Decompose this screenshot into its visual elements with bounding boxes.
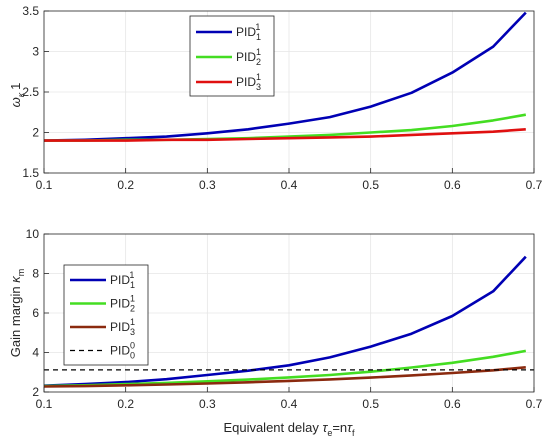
x-tick-label: 0.6 <box>444 397 461 411</box>
y-tick-label: 6 <box>32 306 39 320</box>
x-tick-label: 0.7 <box>526 178 543 192</box>
bottom-y-ticks: 2 4 6 8 10 <box>26 227 49 399</box>
bottom-y-axis-label: Gain margin κm <box>8 269 26 357</box>
x-tick-label: 0.4 <box>281 397 298 411</box>
x-axis-label: Equivalent delay τe=nτf <box>223 420 355 438</box>
top-legend: PID11 PID21 PID31 <box>189 15 275 97</box>
series-line-pid-3-1 <box>44 128 526 142</box>
top-chart: 0.1 0.2 0.3 0.4 0.5 0.6 0.7 1.5 2 2.5 3 3.5 ωκ1 PI… <box>8 4 543 192</box>
x-tick-label: 0.6 <box>444 178 461 192</box>
top-y-axis-label: ωκ1 <box>8 83 26 108</box>
top-x-ticks: 0.1 0.2 0.3 0.4 0.5 0.6 0.7 <box>36 168 543 192</box>
series-line-pid-1-1 <box>43 255 527 387</box>
y-tick-label: 10 <box>26 227 40 241</box>
series-line-pid-3-1 <box>43 366 526 388</box>
legend-label: PID21 <box>236 47 261 67</box>
legend-label: PID21 <box>110 294 135 314</box>
top-y-ticks: 1.5 2 2.5 3 3.5 <box>22 4 49 180</box>
x-tick-label: 0.2 <box>117 397 134 411</box>
y-tick-label: 8 <box>32 267 39 281</box>
y-tick-label: 2 <box>32 126 39 140</box>
y-tick-label: 4 <box>32 346 39 360</box>
legend-label: PID00 <box>110 341 135 361</box>
y-tick-label: 3.5 <box>22 4 39 18</box>
series-line-pid-1-1 <box>43 11 527 142</box>
x-tick-label: 0.1 <box>36 397 53 411</box>
y-tick-label: 2.5 <box>22 85 39 99</box>
bottom-x-ticks: 0.1 0.2 0.3 0.4 0.5 0.6 0.7 <box>36 387 543 411</box>
bottom-legend-box <box>63 264 149 366</box>
x-tick-label: 0.7 <box>526 397 543 411</box>
legend-label: PID11 <box>236 22 261 42</box>
x-tick-label: 0.4 <box>281 178 298 192</box>
x-tick-label: 0.5 <box>362 397 379 411</box>
bottom-chart: 0.1 0.2 0.3 0.4 0.5 0.6 0.7 2 4 6 8 10 Gain margin… <box>8 227 543 438</box>
x-tick-label: 0.3 <box>199 178 216 192</box>
y-tick-label: 1.5 <box>22 166 39 180</box>
y-tick-label: 2 <box>32 385 39 399</box>
x-tick-label: 0.5 <box>362 178 379 192</box>
top-series <box>43 11 527 142</box>
y-tick-label: 3 <box>32 45 39 59</box>
bottom-legend: PID11 PID21 PID31 PID00 <box>63 264 149 366</box>
x-tick-label: 0.2 <box>117 178 134 192</box>
legend-label: PID31 <box>110 317 135 337</box>
legend-label: PID11 <box>110 270 135 290</box>
x-tick-label: 0.3 <box>199 397 216 411</box>
legend-label: PID31 <box>236 72 261 92</box>
x-tick-label: 0.1 <box>36 178 53 192</box>
bottom-series <box>43 255 534 388</box>
